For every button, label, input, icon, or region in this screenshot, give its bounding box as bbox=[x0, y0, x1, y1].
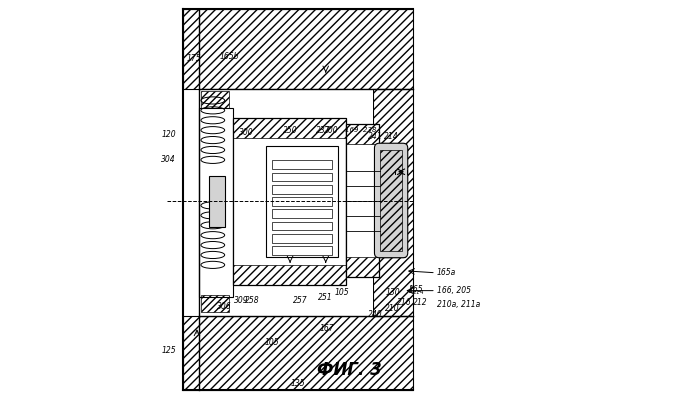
Bar bbox=[345, 124, 380, 277]
Text: 200: 200 bbox=[324, 126, 339, 134]
Text: 216: 216 bbox=[396, 298, 411, 307]
Text: 166, 205: 166, 205 bbox=[437, 286, 470, 295]
Text: 105: 105 bbox=[265, 338, 280, 347]
Bar bbox=[199, 89, 373, 316]
Text: 165: 165 bbox=[409, 285, 424, 294]
Text: 258: 258 bbox=[245, 296, 260, 305]
Text: 210a, 211a: 210a, 211a bbox=[437, 300, 480, 309]
Bar bbox=[183, 316, 413, 390]
Bar bbox=[272, 222, 331, 230]
Bar bbox=[272, 160, 331, 169]
Text: 165a: 165a bbox=[437, 268, 456, 277]
Bar bbox=[201, 294, 229, 312]
Text: 167: 167 bbox=[319, 324, 334, 333]
Bar bbox=[380, 150, 402, 251]
Bar bbox=[209, 176, 224, 227]
Bar bbox=[345, 124, 380, 144]
Bar bbox=[201, 91, 229, 109]
Text: 257: 257 bbox=[293, 296, 308, 305]
FancyBboxPatch shape bbox=[199, 109, 233, 296]
Bar bbox=[183, 316, 413, 390]
Text: 309: 309 bbox=[234, 296, 249, 305]
Text: 300: 300 bbox=[239, 128, 254, 136]
Bar bbox=[272, 234, 331, 243]
Text: 251: 251 bbox=[319, 293, 333, 302]
Bar bbox=[183, 9, 413, 89]
Text: 241: 241 bbox=[368, 132, 382, 140]
Bar bbox=[272, 209, 331, 218]
Bar bbox=[345, 257, 380, 277]
Text: 304: 304 bbox=[161, 155, 176, 164]
Text: 175: 175 bbox=[187, 54, 201, 63]
Bar bbox=[266, 146, 338, 257]
Bar bbox=[272, 246, 331, 255]
Bar bbox=[272, 172, 331, 181]
Bar bbox=[373, 89, 413, 316]
Text: $L_{214}$: $L_{214}$ bbox=[408, 284, 424, 297]
Text: 130: 130 bbox=[386, 288, 401, 297]
Bar bbox=[272, 185, 331, 194]
Bar bbox=[272, 197, 331, 206]
Text: 210: 210 bbox=[385, 304, 400, 313]
Bar bbox=[183, 9, 413, 89]
Text: 105: 105 bbox=[334, 288, 349, 297]
Text: 250: 250 bbox=[283, 126, 297, 134]
FancyBboxPatch shape bbox=[375, 143, 408, 258]
Bar bbox=[233, 118, 345, 285]
Text: 165b: 165b bbox=[220, 52, 240, 61]
Text: 214: 214 bbox=[384, 132, 398, 140]
Bar bbox=[233, 265, 345, 285]
Bar bbox=[373, 89, 413, 316]
Text: 240: 240 bbox=[368, 310, 382, 319]
Text: 135: 135 bbox=[291, 379, 305, 388]
Text: 306: 306 bbox=[217, 302, 232, 311]
Text: 212: 212 bbox=[412, 298, 427, 307]
Text: 120: 120 bbox=[161, 130, 176, 138]
Text: 125: 125 bbox=[161, 346, 176, 355]
Text: 169, 238: 169, 238 bbox=[345, 127, 376, 133]
Bar bbox=[233, 118, 345, 138]
Text: 237: 237 bbox=[316, 126, 330, 134]
Bar bbox=[380, 144, 405, 257]
Text: ФИГ. 3: ФИГ. 3 bbox=[317, 361, 382, 379]
